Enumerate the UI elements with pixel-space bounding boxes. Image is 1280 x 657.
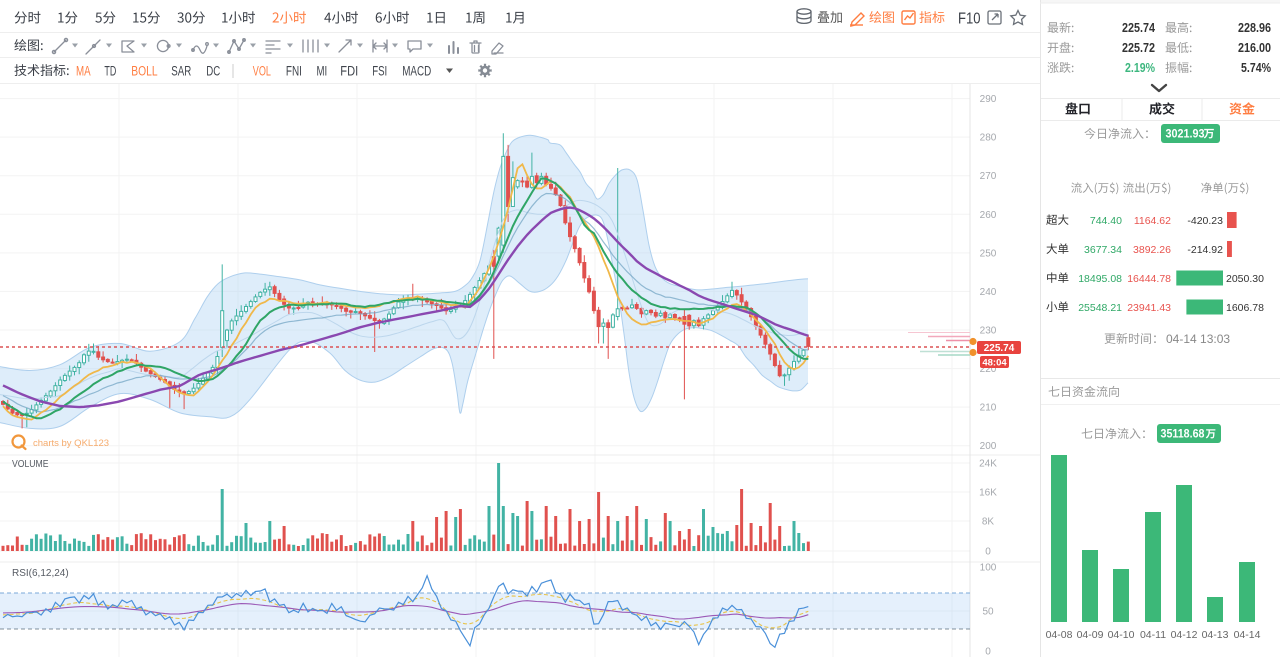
svg-text:3892.26: 3892.26: [1133, 244, 1171, 256]
svg-text:16K: 16K: [979, 488, 997, 499]
svg-text:MA: MA: [76, 64, 91, 79]
svg-text:04-14: 04-14: [1234, 629, 1261, 641]
svg-text:2050.30: 2050.30: [1226, 273, 1264, 285]
svg-text:260: 260: [980, 210, 997, 221]
svg-text:23941.43: 23941.43: [1127, 302, 1171, 314]
svg-text:RSI(6,12,24): RSI(6,12,24): [12, 568, 69, 579]
svg-text:charts by QKL123: charts by QKL123: [33, 438, 109, 449]
svg-text:16444.78: 16444.78: [1127, 273, 1171, 285]
svg-text:VOLUME: VOLUME: [12, 458, 49, 470]
svg-text:270: 270: [980, 171, 997, 182]
svg-text:FDI: FDI: [340, 64, 358, 79]
svg-text:216.00: 216.00: [1238, 40, 1271, 55]
svg-text:230: 230: [980, 326, 997, 337]
svg-text:1164.62: 1164.62: [1134, 215, 1171, 227]
svg-text:48:04: 48:04: [982, 358, 1007, 369]
svg-text:220: 220: [980, 364, 997, 375]
svg-text:5.74%: 5.74%: [1241, 60, 1271, 75]
svg-text:240: 240: [980, 287, 997, 298]
svg-text:0: 0: [985, 647, 991, 657]
svg-text:744.40: 744.40: [1090, 215, 1122, 227]
svg-text:FNI: FNI: [286, 64, 302, 79]
svg-text:280: 280: [980, 133, 997, 144]
svg-text:18495.08: 18495.08: [1078, 273, 1122, 285]
svg-text:FSI: FSI: [372, 64, 387, 79]
svg-text:250: 250: [980, 248, 997, 259]
svg-text:290: 290: [980, 94, 997, 105]
svg-text:3677.34: 3677.34: [1084, 244, 1122, 256]
svg-text:100: 100: [980, 563, 997, 574]
svg-text:50: 50: [982, 607, 994, 618]
svg-text:225.74: 225.74: [1122, 20, 1156, 35]
svg-text:1606.78: 1606.78: [1226, 302, 1264, 314]
svg-text:DC: DC: [206, 64, 220, 79]
svg-text:0: 0: [985, 547, 991, 558]
svg-text:BOLL: BOLL: [131, 64, 158, 79]
svg-text:3021.93: 3021.93: [1166, 129, 1205, 141]
svg-text:200: 200: [980, 441, 997, 452]
svg-text:04-12: 04-12: [1171, 629, 1198, 641]
svg-text:225.74: 225.74: [984, 343, 1015, 354]
svg-text:04-11: 04-11: [1140, 629, 1166, 641]
svg-text:04-08: 04-08: [1046, 629, 1073, 641]
svg-text:VOL: VOL: [253, 64, 271, 79]
svg-text:24K: 24K: [979, 459, 997, 470]
svg-text:25548.21: 25548.21: [1078, 302, 1122, 314]
svg-text:04-14 13:03: 04-14 13:03: [1166, 332, 1230, 346]
svg-text:04-13: 04-13: [1202, 629, 1229, 641]
svg-text:225.72: 225.72: [1122, 40, 1155, 55]
svg-text:MI: MI: [317, 64, 328, 79]
svg-text:-214.92: -214.92: [1187, 244, 1223, 256]
svg-text:MACD: MACD: [402, 64, 431, 79]
svg-text:8K: 8K: [982, 517, 995, 528]
svg-text:228.96: 228.96: [1238, 20, 1271, 35]
svg-text:04-09: 04-09: [1077, 629, 1104, 641]
svg-text:TD: TD: [104, 64, 116, 79]
svg-text:04-10: 04-10: [1108, 629, 1135, 641]
svg-text:SAR: SAR: [171, 64, 191, 79]
svg-text:210: 210: [980, 403, 997, 414]
svg-text:2.19%: 2.19%: [1125, 60, 1155, 75]
svg-text:35118.68: 35118.68: [1161, 429, 1206, 441]
svg-text:-420.23: -420.23: [1187, 215, 1223, 227]
svg-text:F10: F10: [958, 11, 981, 28]
